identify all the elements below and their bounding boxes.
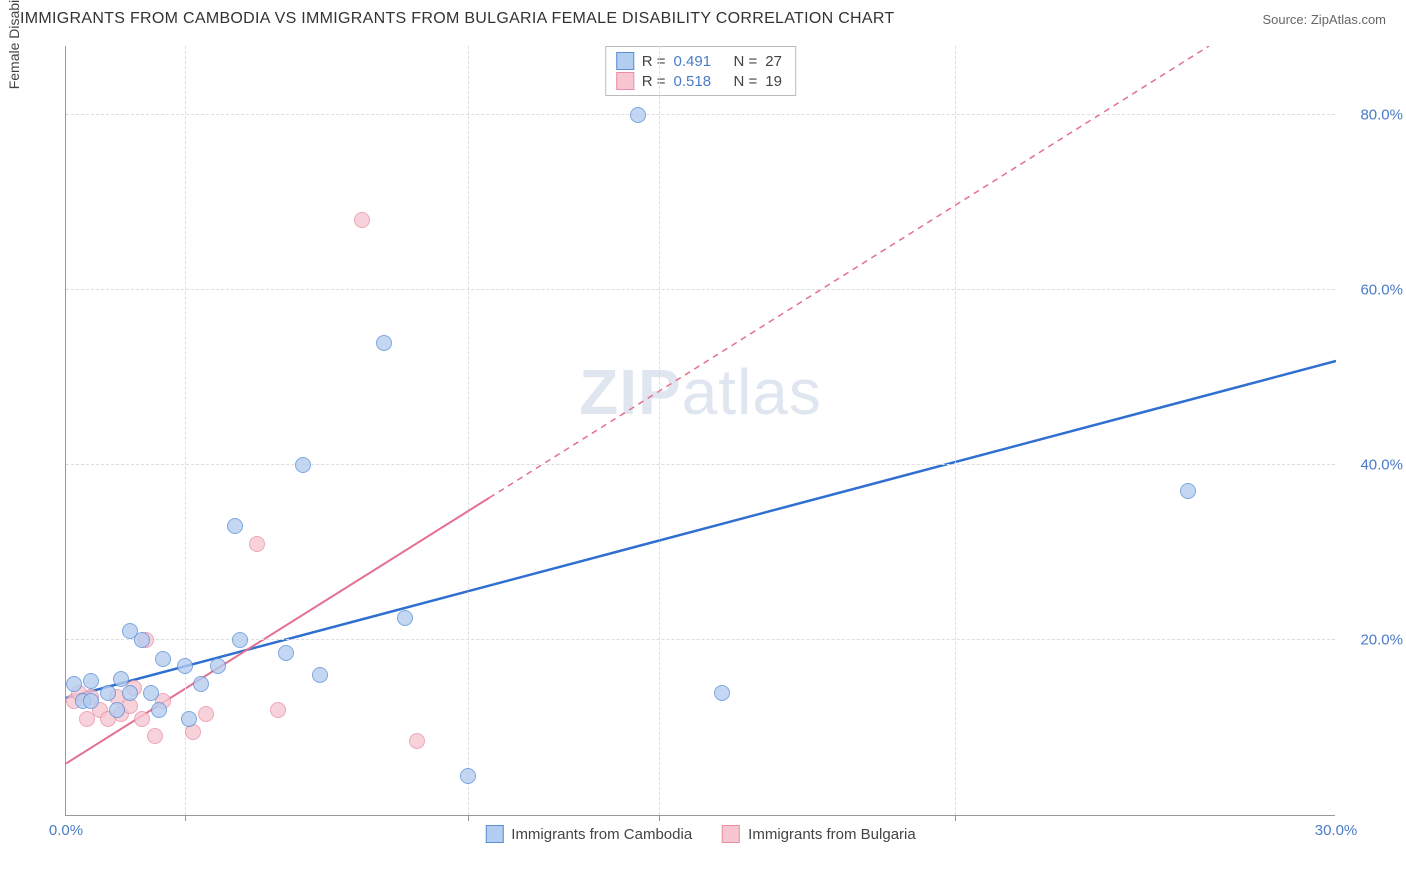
data-point — [376, 335, 392, 351]
data-point — [122, 685, 138, 701]
data-point — [100, 685, 116, 701]
legend-label: Immigrants from Cambodia — [511, 826, 692, 843]
r-label: R = — [642, 73, 666, 90]
legend-swatch — [616, 52, 634, 70]
plot-area: ZIPatlas R =0.491N =27R =0.518N =19 Immi… — [65, 46, 1335, 816]
x-tick-label: 30.0% — [1315, 822, 1358, 839]
r-value: 0.518 — [674, 73, 718, 90]
data-point — [210, 658, 226, 674]
legend-swatch — [616, 72, 634, 90]
data-point — [198, 706, 214, 722]
data-point — [134, 711, 150, 727]
x-tick-mark — [468, 815, 469, 821]
data-point — [270, 702, 286, 718]
legend-item: Immigrants from Cambodia — [485, 825, 692, 843]
watermark: ZIPatlas — [579, 355, 822, 429]
stats-legend: R = 0.491 N = 27 R = 0.518 N = 19 — [605, 46, 797, 96]
data-point — [249, 536, 265, 552]
trend-lines — [66, 46, 1336, 816]
gridline-h — [66, 464, 1335, 465]
legend-item: Immigrants from Bulgaria — [722, 825, 916, 843]
gridline-v — [185, 46, 186, 815]
x-tick-label: 0.0% — [49, 822, 83, 839]
data-point — [409, 733, 425, 749]
r-label: R = — [642, 53, 666, 70]
n-value: 19 — [765, 73, 785, 90]
data-point — [227, 518, 243, 534]
series-legend: Immigrants from Cambodia Immigrants from … — [485, 825, 915, 843]
data-point — [312, 667, 328, 683]
data-point — [181, 711, 197, 727]
x-tick-mark — [185, 815, 186, 821]
data-point — [714, 685, 730, 701]
data-point — [1180, 483, 1196, 499]
gridline-h — [66, 114, 1335, 115]
data-point — [151, 702, 167, 718]
legend-swatch — [485, 825, 503, 843]
gridline-h — [66, 289, 1335, 290]
data-point — [193, 676, 209, 692]
y-axis-label: Female Disability — [6, 0, 22, 89]
data-point — [397, 610, 413, 626]
data-point — [177, 658, 193, 674]
data-point — [155, 651, 171, 667]
r-value: 0.491 — [674, 53, 718, 70]
y-tick-label: 20.0% — [1360, 632, 1403, 649]
chart-title: IMMIGRANTS FROM CAMBODIA VS IMMIGRANTS F… — [20, 10, 895, 28]
legend-label: Immigrants from Bulgaria — [748, 826, 916, 843]
gridline-v — [468, 46, 469, 815]
data-point — [232, 632, 248, 648]
data-point — [83, 673, 99, 689]
data-point — [460, 768, 476, 784]
stats-row: R = 0.491 N = 27 — [616, 51, 786, 71]
n-label: N = — [734, 53, 758, 70]
data-point — [354, 212, 370, 228]
gridline-v — [955, 46, 956, 815]
data-point — [295, 457, 311, 473]
legend-swatch — [722, 825, 740, 843]
data-point — [66, 676, 82, 692]
y-tick-label: 80.0% — [1360, 107, 1403, 124]
x-tick-mark — [659, 815, 660, 821]
data-point — [630, 107, 646, 123]
data-point — [109, 702, 125, 718]
source-label: Source: ZipAtlas.com — [1262, 12, 1386, 27]
n-value: 27 — [765, 53, 785, 70]
data-point — [134, 632, 150, 648]
y-tick-label: 40.0% — [1360, 457, 1403, 474]
gridline-h — [66, 639, 1335, 640]
y-tick-label: 60.0% — [1360, 282, 1403, 299]
n-label: N = — [734, 73, 758, 90]
data-point — [147, 728, 163, 744]
x-tick-mark — [955, 815, 956, 821]
gridline-v — [659, 46, 660, 815]
data-point — [143, 685, 159, 701]
data-point — [83, 693, 99, 709]
stats-row: R = 0.518 N = 19 — [616, 71, 786, 91]
data-point — [278, 645, 294, 661]
